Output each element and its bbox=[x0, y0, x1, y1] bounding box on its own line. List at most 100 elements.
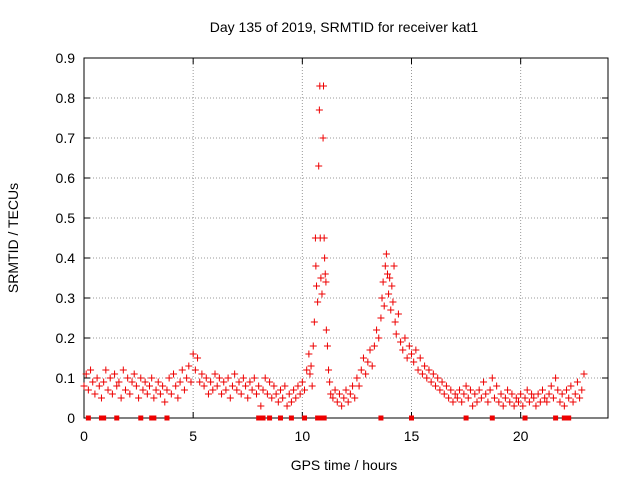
data-point bbox=[333, 398, 341, 406]
data-point bbox=[519, 402, 527, 410]
data-point bbox=[456, 386, 464, 394]
zero-marker bbox=[561, 415, 567, 421]
data-point bbox=[445, 394, 453, 402]
data-point bbox=[349, 382, 357, 390]
data-point bbox=[95, 382, 103, 390]
data-point bbox=[148, 374, 156, 382]
zero-marker bbox=[321, 415, 327, 421]
data-point bbox=[495, 398, 503, 406]
data-point bbox=[89, 378, 97, 386]
data-point bbox=[329, 394, 337, 402]
zero-marker bbox=[522, 415, 528, 421]
data-point bbox=[283, 402, 291, 410]
data-point bbox=[429, 370, 437, 378]
data-point bbox=[477, 394, 485, 402]
data-point bbox=[391, 318, 399, 326]
data-point bbox=[322, 326, 330, 334]
data-point bbox=[397, 338, 405, 346]
data-point bbox=[102, 366, 110, 374]
data-point bbox=[218, 390, 226, 398]
data-point bbox=[351, 394, 359, 402]
data-point bbox=[412, 346, 420, 354]
data-point bbox=[183, 374, 191, 382]
data-point bbox=[432, 382, 440, 390]
data-point bbox=[380, 302, 388, 310]
data-point bbox=[111, 370, 119, 378]
data-point bbox=[466, 386, 474, 394]
zero-marker bbox=[288, 415, 294, 421]
zero-marker bbox=[85, 415, 91, 421]
data-point bbox=[178, 366, 186, 374]
data-point bbox=[545, 390, 553, 398]
data-point bbox=[576, 394, 584, 402]
data-point bbox=[425, 366, 433, 374]
data-point bbox=[185, 362, 193, 370]
data-point bbox=[383, 270, 391, 278]
data-point bbox=[440, 390, 448, 398]
data-point bbox=[274, 398, 282, 406]
data-point bbox=[270, 382, 278, 390]
data-point bbox=[209, 386, 217, 394]
data-point bbox=[252, 390, 260, 398]
data-point bbox=[215, 374, 223, 382]
data-point bbox=[490, 394, 498, 402]
y-tick-label: 0.8 bbox=[56, 90, 76, 106]
data-point bbox=[200, 382, 208, 390]
data-point bbox=[259, 386, 267, 394]
data-point bbox=[410, 358, 418, 366]
data-point bbox=[377, 314, 385, 322]
zero-marker bbox=[409, 415, 414, 421]
data-point bbox=[117, 394, 125, 402]
zero-marker bbox=[378, 415, 384, 421]
y-tick-label: 0.9 bbox=[56, 50, 76, 66]
data-point bbox=[115, 378, 123, 386]
y-tick-label: 0.5 bbox=[56, 210, 76, 226]
data-point bbox=[506, 398, 514, 406]
data-point bbox=[460, 390, 468, 398]
data-point bbox=[320, 82, 328, 90]
data-point bbox=[521, 394, 529, 402]
zero-marker bbox=[267, 415, 273, 421]
data-point bbox=[335, 390, 343, 398]
data-point bbox=[580, 370, 588, 378]
data-point bbox=[207, 378, 215, 386]
data-point bbox=[353, 374, 361, 382]
data-point bbox=[386, 274, 394, 282]
data-point bbox=[530, 394, 538, 402]
data-point bbox=[296, 390, 304, 398]
data-point bbox=[364, 358, 372, 366]
data-point bbox=[473, 398, 481, 406]
data-point bbox=[469, 402, 477, 410]
data-point bbox=[194, 354, 202, 362]
data-point bbox=[370, 342, 378, 350]
data-point bbox=[390, 262, 398, 270]
data-point bbox=[464, 394, 472, 402]
data-point bbox=[499, 402, 507, 410]
plot-frame bbox=[83, 57, 609, 419]
y-tick-label: 0.4 bbox=[56, 250, 76, 266]
data-point bbox=[342, 386, 350, 394]
y-tick-label: 0 bbox=[67, 410, 75, 426]
data-point bbox=[211, 370, 219, 378]
data-point bbox=[128, 378, 136, 386]
data-point bbox=[139, 386, 147, 394]
data-point bbox=[486, 386, 494, 394]
y-tick-label: 0.6 bbox=[56, 170, 76, 186]
data-point bbox=[306, 370, 314, 378]
data-point bbox=[84, 386, 92, 394]
data-point bbox=[277, 386, 284, 394]
data-point bbox=[484, 398, 492, 406]
data-point bbox=[187, 378, 195, 386]
data-point bbox=[399, 346, 407, 354]
x-tick-label: 10 bbox=[295, 428, 311, 444]
data-point bbox=[401, 334, 409, 342]
data-point bbox=[532, 402, 540, 410]
data-point bbox=[281, 382, 289, 390]
data-point bbox=[338, 402, 346, 410]
data-point bbox=[512, 394, 520, 402]
zero-marker bbox=[114, 415, 120, 421]
data-point bbox=[279, 394, 287, 402]
data-point bbox=[434, 374, 442, 382]
data-point bbox=[552, 374, 560, 382]
data-point bbox=[462, 382, 470, 390]
